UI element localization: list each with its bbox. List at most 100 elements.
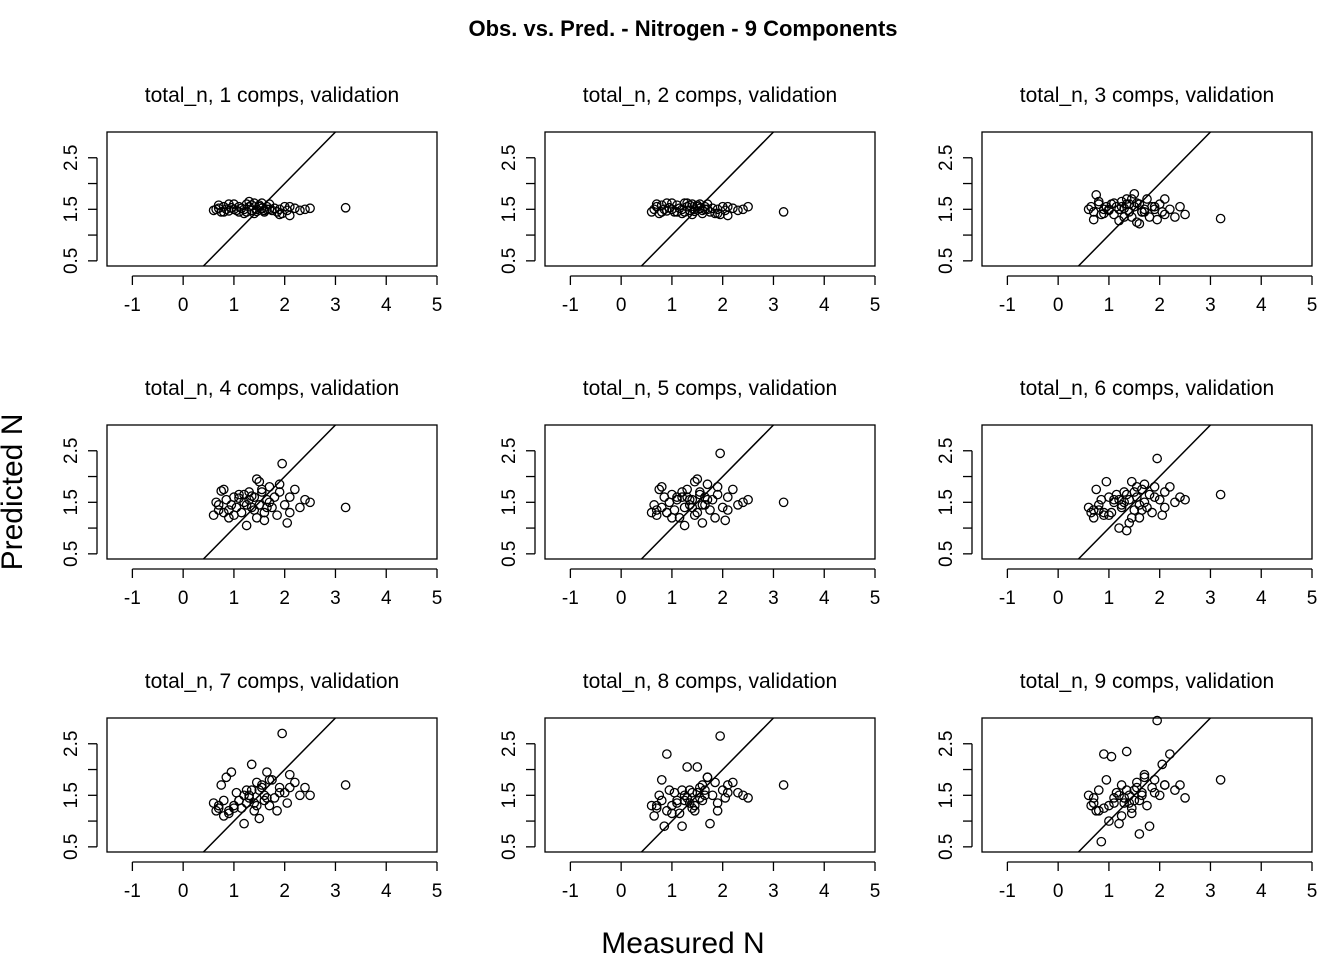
y-tick-label: 1.5 (61, 489, 82, 515)
data-point (1083, 790, 1094, 801)
data-point (702, 204, 713, 215)
data-point (738, 790, 748, 801)
x-tick-label: 1 (1104, 295, 1115, 316)
x-tick-label: 1 (667, 588, 678, 609)
data-point (654, 484, 665, 495)
data-point (689, 476, 700, 487)
data-point (733, 500, 743, 510)
data-point (738, 497, 748, 508)
x-tick-label: 4 (381, 588, 392, 609)
data-point (295, 790, 305, 801)
x-tick-label: 5 (432, 295, 443, 316)
data-point (778, 207, 789, 217)
data-point (1147, 507, 1157, 518)
x-tick-label: 2 (717, 295, 728, 316)
data-point (1106, 507, 1117, 518)
data-point (722, 492, 733, 503)
data-point (692, 762, 703, 772)
data-point (694, 487, 705, 497)
data-point (1119, 203, 1130, 214)
x-tick-label: 4 (1256, 881, 1267, 902)
data-point (1083, 204, 1094, 215)
data-point (218, 507, 229, 518)
data-point (687, 494, 698, 505)
data-point (1215, 489, 1226, 500)
data-point (689, 510, 700, 521)
data-point (216, 207, 227, 217)
data-point (223, 805, 234, 816)
data-point (272, 510, 282, 521)
data-point (1083, 502, 1094, 513)
data-point (272, 805, 282, 816)
data-point (684, 200, 695, 211)
data-point (733, 787, 743, 798)
y-tick-label: 2.5 (61, 145, 82, 171)
panel-5: total_n, 5 comps, validation -1 0 1 2 3 4 5 0.5 1… (499, 377, 880, 609)
data-point (246, 200, 257, 211)
panel-title: total_n, 2 comps, validation (583, 84, 837, 107)
data-point (651, 803, 662, 814)
x-tick-label: 5 (870, 881, 881, 902)
x-tick-label: 1 (1104, 881, 1115, 902)
y-tick-label: 0.5 (499, 834, 520, 860)
panel-2: total_n, 2 comps, validation -1 0 1 2 3 4 5 0.5 1… (499, 84, 880, 316)
data-point (1144, 489, 1155, 500)
data-point (256, 780, 267, 790)
data-point (1149, 492, 1160, 503)
data-point (720, 515, 731, 526)
data-point (684, 785, 695, 796)
data-point (256, 198, 267, 208)
data-point (712, 204, 723, 215)
data-point (251, 800, 262, 811)
data-point (1111, 787, 1122, 798)
data-point (682, 484, 693, 495)
data-point (1131, 782, 1142, 793)
y-axis-label: Predicted N (0, 414, 29, 571)
data-point (667, 800, 677, 811)
data-point (1170, 497, 1180, 508)
data-point (1126, 803, 1137, 814)
data-point (246, 759, 257, 770)
data-point (743, 793, 753, 803)
x-tick-label: 4 (1256, 588, 1267, 609)
data-point (264, 199, 275, 210)
data-point (682, 492, 693, 503)
data-point (1149, 774, 1160, 785)
data-point (241, 199, 252, 210)
data-point (1215, 213, 1226, 224)
data-point (677, 208, 687, 219)
data-point (667, 512, 677, 523)
y-tick-label: 1.5 (499, 782, 520, 808)
y-tick-label: 0.5 (936, 541, 957, 567)
data-point (300, 782, 310, 793)
data-point (223, 206, 234, 216)
data-point (218, 207, 229, 217)
data-point (259, 790, 270, 801)
data-point (684, 494, 695, 505)
plot-frame (106, 131, 438, 267)
data-point (1101, 774, 1112, 785)
data-point (646, 800, 657, 811)
data-point (241, 500, 252, 510)
x-tick-label: 0 (616, 881, 627, 902)
x-tick-label: 4 (819, 881, 830, 902)
panel-title: total_n, 1 comps, validation (145, 84, 399, 107)
data-point (1109, 198, 1119, 208)
data-point (702, 494, 713, 505)
data-point (687, 787, 698, 798)
data-point (234, 489, 244, 500)
data-point (1088, 214, 1099, 225)
data-point (1154, 790, 1165, 801)
data-point (208, 510, 219, 521)
data-point (274, 487, 285, 497)
x-tick-label: 3 (1205, 295, 1216, 316)
data-point (1124, 790, 1135, 801)
data-point (679, 520, 690, 531)
reference-line (202, 718, 336, 852)
data-point (1134, 829, 1145, 839)
data-point (656, 795, 667, 806)
data-point (1180, 494, 1190, 505)
data-point (1159, 502, 1170, 513)
y-tick-label: 0.5 (936, 248, 957, 274)
